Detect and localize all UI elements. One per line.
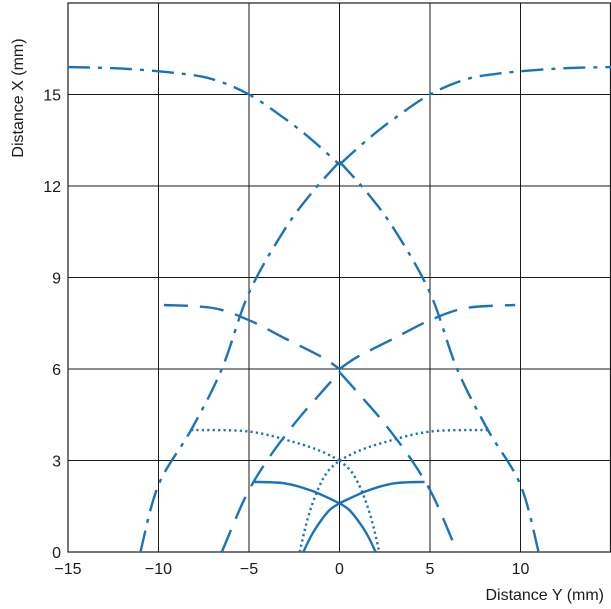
series-line-dotted (338, 459, 381, 553)
x-tick-label: 5 (426, 561, 435, 578)
y-tick-label: 3 (52, 454, 61, 471)
series-line-longdash (163, 303, 341, 370)
y-tick-label: 15 (43, 88, 61, 105)
series-line-dashdot (139, 160, 341, 553)
tick-labels: −15 −10 −5 0 5 10 0 3 6 9 12 15 (43, 88, 529, 579)
series-line-dashdot (338, 65, 611, 166)
y-tick-label: 6 (52, 362, 61, 379)
y-axis-label: Distance X (mm) (10, 38, 27, 157)
series-line-dotted (191, 428, 341, 462)
series-line-dashdot (67, 65, 341, 166)
series-line-longdash (220, 371, 341, 553)
y-tick-label: 0 (52, 545, 61, 562)
x-tick-label: −15 (54, 561, 81, 578)
series-line-solid (338, 502, 377, 553)
series-line-dotted (338, 428, 488, 462)
x-tick-label: 0 (335, 561, 344, 578)
series-line-solid (254, 480, 340, 505)
x-tick-label: −10 (145, 561, 172, 578)
x-tick-label: −5 (240, 561, 258, 578)
y-tick-label: 9 (52, 271, 61, 288)
y-tick-label: 12 (43, 179, 61, 196)
grid (67, 2, 611, 553)
series-line-dotted (298, 459, 341, 553)
series-line-dashdot (338, 160, 540, 553)
series-line-solid (302, 502, 341, 553)
series-line-solid (339, 480, 425, 505)
series-line-longdash (338, 371, 459, 553)
x-axis-label: Distance Y (mm) (485, 587, 604, 604)
series-layer (67, 65, 611, 553)
x-tick-label: 10 (512, 561, 530, 578)
series-line-longdash (338, 303, 516, 370)
